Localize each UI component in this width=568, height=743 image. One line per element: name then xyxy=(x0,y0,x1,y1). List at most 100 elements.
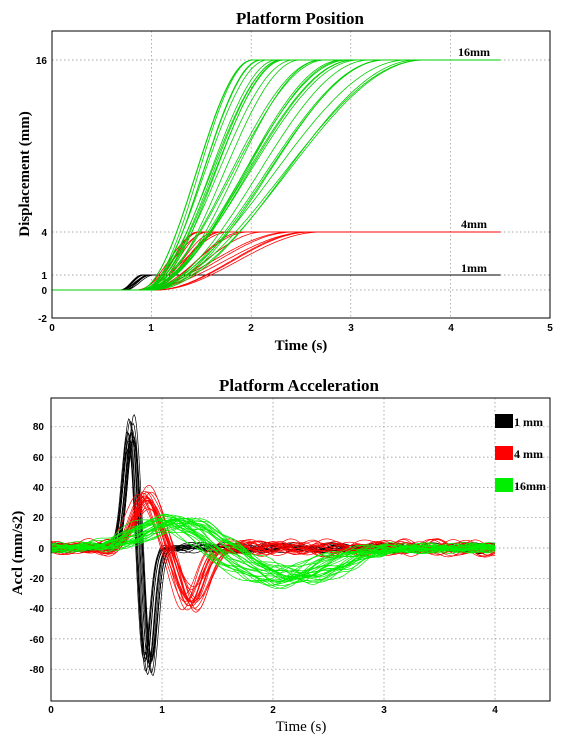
chart1-series-line xyxy=(52,231,501,291)
chart1-xtick: 3 xyxy=(348,323,354,334)
chart2-series-line xyxy=(50,520,496,583)
chart2-xlabel: Time (s) xyxy=(276,719,327,735)
chart1-series-line xyxy=(52,59,501,291)
chart1-xtick: 0 xyxy=(49,323,55,334)
chart1-series-line xyxy=(52,59,501,291)
chart1-y-ticks: -2 0 1 4 16 xyxy=(36,56,48,325)
chart2-series-line xyxy=(50,520,496,583)
chart1-series-line xyxy=(52,274,501,291)
chart1-series-line xyxy=(52,59,501,291)
chart1-ytick: 0 xyxy=(41,286,47,297)
chart1-series-line xyxy=(52,59,501,291)
chart1-series-line xyxy=(52,59,501,291)
chart2-ytick: -20 xyxy=(30,574,45,585)
chart2-legend: 1 mm 4 mm 16mm xyxy=(495,414,546,493)
chart1-xtick: 4 xyxy=(448,323,454,334)
chart1-xlabel: Time (s) xyxy=(275,338,328,354)
chart1-series-line xyxy=(52,231,501,291)
chart1-series-line xyxy=(52,59,501,291)
chart2-series-line xyxy=(50,525,496,578)
chart1-series-line xyxy=(52,231,501,291)
chart1-series-line xyxy=(52,231,501,291)
chart1-series-line xyxy=(52,59,501,291)
chart1-series-line xyxy=(52,59,501,291)
chart2-plot-area xyxy=(50,413,496,677)
chart1-series-line xyxy=(52,59,501,291)
chart1-series-line xyxy=(52,231,501,291)
chart1-series-line xyxy=(52,274,501,291)
chart1-series-line xyxy=(52,231,501,291)
chart2-xtick: 1 xyxy=(159,705,165,716)
chart1-ytick: 4 xyxy=(41,228,47,239)
chart1-title: Platform Position xyxy=(236,9,364,28)
chart1-series-line xyxy=(52,59,501,291)
chart1-series-line xyxy=(52,231,501,291)
chart1-series-line xyxy=(52,231,501,291)
legend-swatch-16mm xyxy=(495,478,513,492)
legend-swatch-1mm xyxy=(495,414,513,428)
chart1-series-line xyxy=(52,231,501,291)
chart2-ytick: -40 xyxy=(30,604,45,615)
chart1-ytick: -2 xyxy=(38,314,47,325)
chart2-xtick: 0 xyxy=(48,705,54,716)
chart1-ytick: 16 xyxy=(36,56,48,67)
chart1-series-line xyxy=(52,59,501,291)
chart1-series-line xyxy=(52,59,501,291)
chart1-series-line xyxy=(52,59,501,291)
chart1-x-ticks: 0 1 2 3 4 5 xyxy=(49,323,553,334)
chart1-series-line xyxy=(52,231,501,291)
chart1-series-line xyxy=(52,59,501,291)
chart1-series-line xyxy=(52,59,501,291)
chart1-xtick: 2 xyxy=(248,323,254,334)
legend-label-1mm: 1 mm xyxy=(514,415,543,429)
chart1-series-line xyxy=(52,274,501,291)
chart1-series-line xyxy=(52,231,501,291)
chart1-series-line xyxy=(52,59,501,291)
legend-swatch-4mm xyxy=(495,446,513,460)
chart1-ytick: 1 xyxy=(41,271,47,282)
chart2-ytick: 40 xyxy=(33,483,45,494)
chart1-series-line xyxy=(52,274,501,291)
chart1-series-line xyxy=(52,59,501,291)
chart1-series-line xyxy=(52,231,501,291)
chart2-x-ticks: 0 1 2 3 4 xyxy=(48,705,498,716)
chart2-series-line xyxy=(50,495,496,602)
chart1-xtick: 1 xyxy=(148,323,154,334)
chart1-xtick: 5 xyxy=(547,323,553,334)
chart2-ylabel: Accl (mm/s2) xyxy=(10,511,26,596)
chart1-series-line xyxy=(52,231,501,291)
chart1-series-line xyxy=(52,231,501,291)
chart1-series-line xyxy=(52,59,501,291)
chart1-series-line xyxy=(52,59,501,291)
chart1-series-line xyxy=(52,274,501,291)
chart1-annotation-1mm: 1mm xyxy=(461,261,487,275)
chart2-title: Platform Acceleration xyxy=(219,376,380,395)
chart1-series-line xyxy=(52,59,501,291)
chart1-series-line xyxy=(52,274,501,291)
chart2-series-line xyxy=(50,518,496,583)
chart2-series-line xyxy=(50,514,496,589)
chart1-series-line xyxy=(52,274,501,291)
chart1-frame xyxy=(51,30,551,319)
chart2-ytick: 0 xyxy=(38,544,44,555)
chart1-series-line xyxy=(52,274,501,291)
chart1-series-line xyxy=(52,59,501,291)
chart2-ytick: 20 xyxy=(33,513,45,524)
chart1-plot-area xyxy=(52,59,501,291)
chart2-xtick: 2 xyxy=(270,705,276,716)
chart1-series-line xyxy=(52,231,501,291)
chart2-ytick: 80 xyxy=(33,422,45,433)
chart1-ylabel: Displacement (mm) xyxy=(17,111,33,236)
chart1-series-line xyxy=(52,59,501,291)
chart2-series-line xyxy=(51,520,496,578)
chart1-series-line xyxy=(52,231,501,291)
chart2-xtick: 3 xyxy=(381,705,387,716)
chart1-series-line xyxy=(52,59,501,291)
chart1-series-line xyxy=(52,59,501,291)
chart2-xtick: 4 xyxy=(492,705,498,716)
chart1-series-line xyxy=(52,274,501,291)
chart2-y-ticks: -80 -60 -40 -20 0 20 40 60 80 xyxy=(30,422,45,676)
chart1-series-line xyxy=(52,59,501,291)
chart1-annotation-16mm: 16mm xyxy=(458,45,490,59)
